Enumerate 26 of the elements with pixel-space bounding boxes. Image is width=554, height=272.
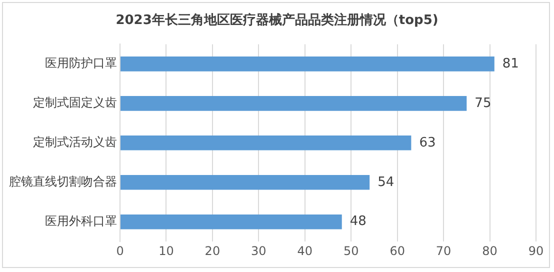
x-tick-label: 30 [251,244,266,258]
x-tick-label: 90 [528,244,544,258]
x-tick-label: 60 [390,244,405,258]
bar [120,136,412,150]
chart-title: 2023年长三角地区医疗器械产品品类注册情况（top5) [114,12,440,29]
bar [120,56,494,72]
x-tick-label: 50 [343,244,359,258]
y-tick-label: 定制式活动义齿 [33,135,117,150]
x-tick-label: 0 [116,244,124,258]
bar [120,174,370,190]
y-tick-label: 医用防护口罩 [45,56,117,70]
bar [120,214,342,230]
x-tick-label: 70 [436,244,452,258]
x-tick-label: 20 [204,244,220,258]
data-label: 63 [419,135,436,150]
y-tick-label: 医用外科口罩 [45,214,117,228]
x-tick-label: 80 [482,244,498,258]
data-label: 81 [502,56,519,72]
bar [120,96,467,111]
y-tick-label: 定制式固定义齿 [33,96,117,110]
data-label: 75 [474,96,492,111]
data-label: 48 [350,214,366,230]
x-tick-label: 10 [158,244,174,258]
data-label: 54 [378,174,394,190]
y-tick-label: 腔镜直线切割吻合器 [9,174,117,189]
x-tick-label: 40 [297,244,313,258]
